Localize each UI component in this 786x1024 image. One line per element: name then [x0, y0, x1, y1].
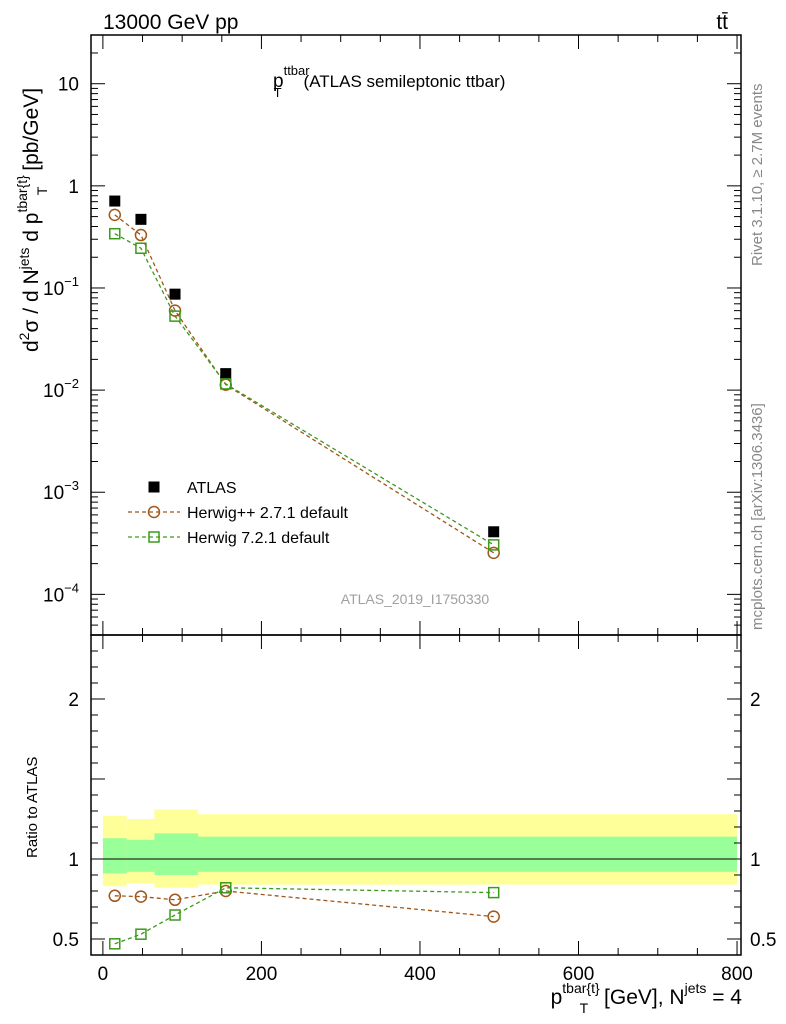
legend-label: Herwig 7.2.1 default — [187, 530, 330, 547]
header-right: tt̄ — [716, 11, 728, 34]
series-line — [114, 233, 495, 546]
ratio-series-lines — [114, 887, 494, 945]
data-point — [108, 208, 122, 222]
ratio-point — [168, 893, 182, 907]
ratio-point — [169, 909, 181, 921]
legend-label: ATLAS — [187, 480, 237, 497]
x-tick-label: 600 — [563, 964, 595, 985]
y-tick-label: 10−2 — [43, 376, 79, 402]
ratio-uncertainty-bands — [102, 809, 738, 888]
rivet-version-text: Rivet 3.1.10, ≥ 2.7M events — [749, 84, 766, 267]
main-series-lines — [114, 214, 495, 554]
axes: 0 200 400 600 800 10 1 10−1 10−2 10−3 10−4 2 2 1 1 0.5 0… — [43, 34, 776, 985]
x-tick-label: 0 — [98, 964, 109, 985]
x-tick-label: 200 — [246, 964, 278, 985]
data-point — [220, 368, 232, 380]
ratio-frame — [90, 634, 742, 956]
main-data-markers — [108, 195, 500, 560]
data-point — [109, 195, 121, 207]
series-line — [114, 214, 495, 554]
main-y-axis-label: d2σ / d Njets d ptbar{t} T [pb/GeV] — [14, 88, 50, 352]
ratio-y-tick-label: 2 — [68, 690, 79, 711]
ratio-point — [109, 938, 121, 950]
ratio-point — [108, 889, 122, 903]
analysis-watermark: ATLAS_2019_I1750330 — [341, 591, 490, 607]
legend: ATLAS Herwig++ 2.7.1 default Herwig 7.2.1 … — [128, 480, 349, 547]
band-inner-bin — [198, 836, 738, 872]
legend-marker — [148, 531, 160, 543]
data-point — [109, 227, 121, 240]
ratio-y-tick-label-right: 2 — [750, 690, 761, 711]
ratio-y-tick-label: 0.5 — [53, 930, 79, 951]
ratio-point — [220, 882, 232, 894]
ratio-series-line — [114, 890, 494, 918]
data-point — [169, 310, 181, 322]
ratio-y-axis-label: Ratio to ATLAS — [24, 757, 41, 858]
band-inner-bin — [102, 838, 127, 874]
x-axis-label: ptbar{t} T [GeV], Njets = 4 — [551, 980, 743, 1016]
legend-marker — [147, 505, 161, 519]
data-point — [487, 539, 500, 551]
mcplots-text: mcplots.cern.ch [arXiv:1306.3436] — [749, 403, 766, 630]
legend-label: Herwig++ 2.7.1 default — [187, 505, 349, 522]
y-tick-label: 10−1 — [43, 274, 79, 300]
ratio-point — [487, 886, 500, 899]
x-tick-label: 400 — [404, 964, 436, 985]
ratio-data-markers — [108, 882, 500, 950]
y-tick-label: 10 — [58, 75, 79, 96]
band-inner-bin — [126, 839, 155, 872]
ratio-point — [134, 890, 148, 903]
data-point — [487, 546, 500, 560]
data-point — [135, 242, 147, 254]
y-tick-label: 10−4 — [43, 580, 79, 606]
ratio-y-tick-label-right: 0.5 — [750, 930, 776, 951]
header-left: 13000 GeV pp — [103, 11, 238, 34]
ratio-point — [487, 910, 500, 923]
legend-marker — [148, 481, 160, 493]
data-point — [488, 526, 500, 538]
y-tick-label: 1 — [68, 177, 79, 198]
ratio-y-tick-label: 1 — [68, 850, 79, 871]
data-point — [135, 213, 147, 225]
x-tick-label: 800 — [721, 964, 753, 985]
ratio-series-line — [114, 887, 494, 945]
plot-title: pttbar T(ATLAS semileptonic ttbar) — [273, 63, 505, 100]
data-point — [134, 228, 148, 242]
y-tick-label: 10−3 — [43, 478, 79, 504]
data-point — [169, 288, 181, 300]
data-point — [220, 378, 232, 390]
ratio-point — [135, 928, 147, 940]
band-inner-bin — [154, 833, 199, 875]
ratio-y-tick-label-right: 1 — [750, 850, 761, 871]
